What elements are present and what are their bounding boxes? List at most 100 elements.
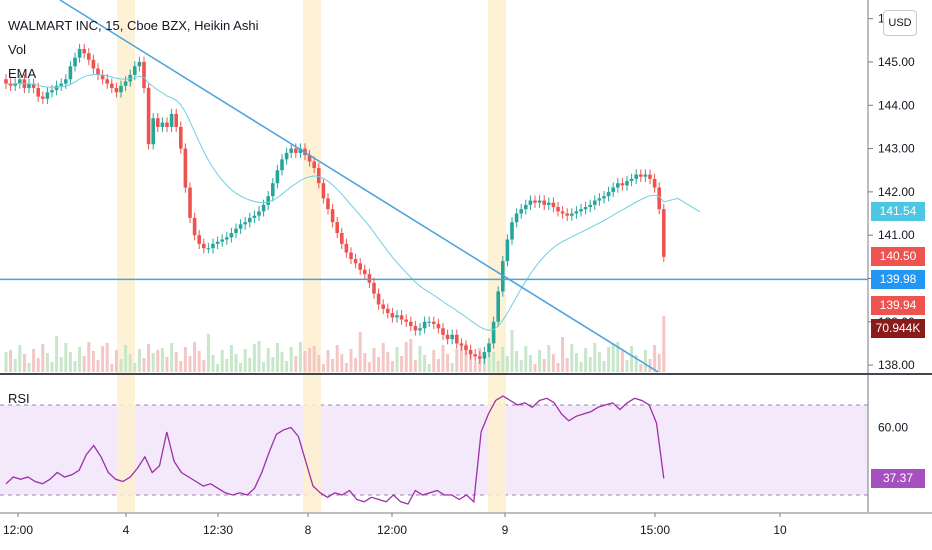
volume-bar	[469, 353, 473, 372]
volume-bar	[312, 346, 316, 372]
volume-bar	[501, 347, 505, 372]
x-tick-label: 12:30	[203, 523, 233, 537]
volume-bar	[78, 347, 82, 372]
candle-body	[588, 204, 592, 208]
candle-body	[229, 233, 234, 238]
volume-bar	[298, 342, 302, 372]
volume-bar	[542, 359, 546, 372]
volume-bar	[229, 345, 233, 372]
candle-body	[418, 328, 422, 331]
volume-bar	[156, 350, 160, 372]
candle-body	[165, 122, 169, 127]
candle-body	[142, 61, 146, 88]
candle-body	[45, 92, 50, 99]
candle-body	[551, 202, 556, 208]
x-tick-label: 4	[123, 523, 130, 537]
y-tick-label: 143.00	[878, 142, 915, 156]
volume-bar	[533, 364, 537, 372]
candle-body	[307, 155, 312, 162]
volume-bar	[390, 361, 394, 372]
y-tick-label: 144.00	[878, 98, 915, 112]
candle-body	[662, 209, 666, 257]
candle-body	[363, 269, 367, 275]
candle-body	[13, 83, 17, 86]
volume-bar	[565, 358, 569, 372]
volume-bar	[165, 357, 169, 372]
rsi-band	[0, 405, 868, 495]
candle-body	[537, 200, 542, 203]
candle-body	[468, 349, 473, 355]
currency-button[interactable]: USD	[883, 10, 917, 36]
candle-body	[432, 321, 436, 324]
volume-bar	[9, 350, 13, 372]
volume-bar	[335, 345, 339, 372]
candle-body	[560, 211, 565, 214]
volume-indicator-label[interactable]: Vol	[8, 42, 27, 57]
y-tick-label: 141.00	[878, 228, 915, 242]
volume-bar	[73, 361, 77, 372]
candle-body	[436, 323, 441, 329]
volume-bar	[96, 360, 100, 372]
candle-body	[372, 282, 376, 294]
volume-bar	[225, 359, 229, 372]
volume-bar	[257, 341, 261, 372]
candle-body	[620, 183, 625, 186]
volume-bar	[280, 352, 284, 372]
ema-line	[5, 74, 701, 331]
candle-body	[87, 53, 91, 60]
volume-bar	[331, 359, 335, 372]
candle-body	[510, 222, 514, 240]
candle-body	[652, 178, 657, 188]
rsi-indicator-label[interactable]: RSI	[8, 391, 30, 406]
volume-bar	[87, 342, 91, 372]
candle-body	[330, 209, 335, 223]
candle-body	[427, 321, 431, 323]
candle-body	[114, 87, 119, 93]
volume-bar	[662, 316, 666, 372]
candle-body	[317, 168, 321, 184]
volume-bar	[584, 348, 588, 372]
volume-bar	[285, 361, 289, 372]
volume-bar	[45, 353, 49, 372]
volume-bar	[128, 354, 132, 372]
candle-body	[386, 308, 390, 314]
candle-body	[528, 200, 533, 205]
candle-body	[257, 211, 261, 216]
volume-bar	[611, 344, 615, 372]
candle-body	[289, 148, 293, 153]
candle-body	[73, 57, 77, 67]
volume-bar	[36, 358, 40, 372]
candle-body	[284, 152, 289, 160]
candle-body	[473, 354, 477, 357]
volume-bar	[597, 352, 601, 372]
volume-bar	[524, 346, 528, 372]
candle-body	[298, 148, 303, 153]
candle-body	[4, 79, 8, 84]
ema-indicator-label[interactable]: EMA	[8, 66, 37, 81]
volume-bar	[349, 349, 353, 372]
price-tag-last: 139.94	[871, 295, 925, 315]
candle-body	[188, 187, 192, 218]
candle-body	[611, 187, 615, 192]
volume-bar	[607, 347, 611, 372]
volume-bar	[18, 345, 22, 372]
volume-bar	[551, 354, 555, 372]
candle-body	[18, 79, 22, 84]
candle-body	[533, 200, 537, 203]
candle-body	[390, 313, 395, 318]
candle-body	[174, 113, 178, 127]
volume-bar	[446, 354, 450, 372]
volume-bar	[321, 364, 325, 372]
volume-bar	[593, 343, 597, 372]
volume-bar	[427, 364, 431, 372]
volume-bar	[101, 346, 105, 372]
candle-body	[179, 126, 183, 149]
candle-body	[215, 241, 220, 244]
volume-bar	[32, 349, 36, 372]
volume-bar	[657, 354, 661, 372]
volume-bar	[354, 358, 358, 372]
candle-body	[376, 293, 381, 305]
volume-bar	[643, 350, 647, 372]
volume-bar	[561, 337, 565, 372]
